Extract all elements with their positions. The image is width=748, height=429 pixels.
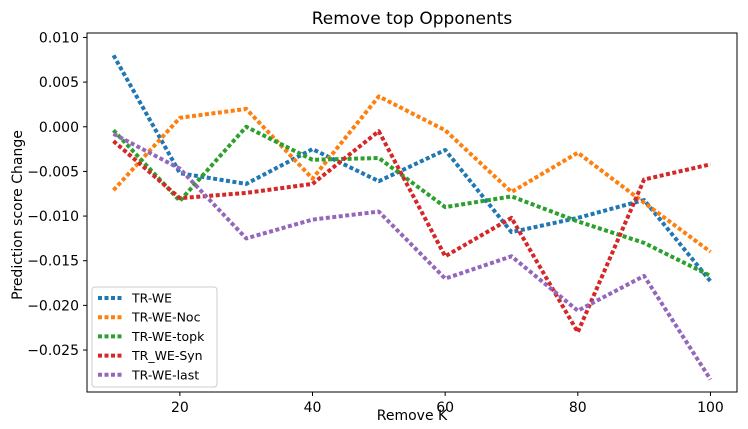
plot-layer: 20 40 60 80 100 0.010 0.005 0.000 −0.005 −0.010 −0… — [27, 30, 738, 416]
y-tick-label: −0.010 — [27, 209, 79, 225]
legend-label: TR-WE-last — [131, 367, 199, 382]
series-line — [112, 132, 713, 381]
x-tick-label: 40 — [304, 400, 322, 416]
y-tick-label: −0.015 — [27, 254, 79, 270]
y-tick-label: 0.005 — [39, 75, 79, 91]
series-line — [111, 54, 713, 283]
legend-label: TR-WE — [131, 291, 172, 306]
legend-label: TR-WE-topk — [131, 329, 205, 344]
y-tick-label: 0.000 — [39, 120, 79, 136]
x-tick-label: 20 — [171, 400, 189, 416]
series-line — [112, 94, 712, 254]
series-line — [112, 129, 711, 335]
plot-frame — [86, 32, 738, 393]
x-tick-label: 100 — [697, 400, 724, 416]
x-tick-label: 80 — [569, 400, 587, 416]
y-tick-label: 0.010 — [39, 30, 79, 46]
y-tick-label: −0.025 — [27, 343, 79, 359]
y-tick-label: −0.005 — [27, 164, 79, 180]
legend-box — [91, 286, 218, 388]
chart-title: Remove top Opponents — [312, 9, 513, 29]
legend-label: TR_WE-Syn — [131, 348, 203, 363]
legend-label: TR-WE-Noc — [131, 310, 201, 325]
y-axis-label: Prediction score Change — [10, 130, 26, 300]
x-axis-label: Remove K — [377, 408, 448, 424]
x-tick-label: 60 — [436, 400, 454, 416]
y-tick-label: −0.020 — [27, 298, 79, 314]
series-line — [112, 124, 712, 278]
